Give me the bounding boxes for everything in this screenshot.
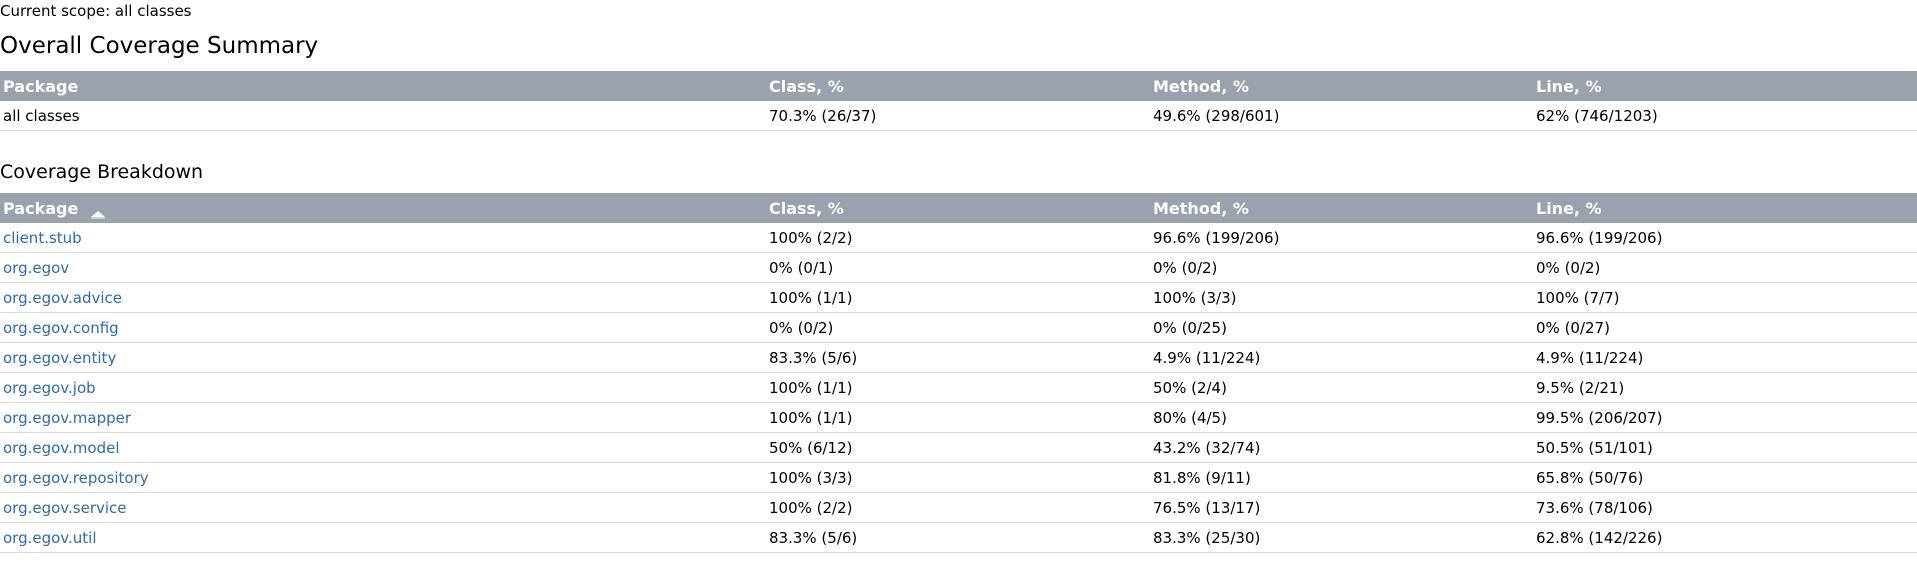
line-coverage-cell: 73.6% (78/106)	[1533, 492, 1917, 523]
table-row: org.egov.entity 83.3% (5/6) 4.9% (11/224…	[0, 342, 1917, 373]
breakdown-header-package[interactable]: Package	[0, 193, 766, 223]
breakdown-header-line[interactable]: Line, %	[1533, 193, 1917, 223]
coverage-breakdown-table: Package Class, % Method, % Line, % clien…	[0, 193, 1917, 553]
method-coverage-cell: 43.2% (32/74)	[1150, 432, 1533, 463]
table-row: org.egov.job 100% (1/1) 50% (2/4) 9.5% (…	[0, 372, 1917, 403]
table-row: org.egov.model 50% (6/12) 43.2% (32/74) …	[0, 432, 1917, 463]
summary-package-cell: all classes	[0, 101, 766, 131]
method-coverage-cell: 0% (0/25)	[1150, 312, 1533, 343]
line-coverage-cell: 4.9% (11/224)	[1533, 342, 1917, 373]
line-coverage-cell: 0% (0/2)	[1533, 252, 1917, 283]
table-row: org.egov.advice 100% (1/1) 100% (3/3) 10…	[0, 282, 1917, 313]
overall-summary-title: Overall Coverage Summary	[0, 33, 319, 59]
method-coverage-cell: 80% (4/5)	[1150, 402, 1533, 433]
package-link[interactable]: org.egov.entity	[3, 348, 117, 367]
breakdown-header-method[interactable]: Method, %	[1150, 193, 1533, 223]
table-row: client.stub 100% (2/2) 96.6% (199/206) 9…	[0, 223, 1917, 253]
breakdown-header-row: Package Class, % Method, % Line, %	[0, 193, 1917, 223]
method-coverage-cell: 83.3% (25/30)	[1150, 522, 1533, 553]
summary-header-method: Method, %	[1150, 71, 1533, 101]
current-scope-label: Current scope: all classes	[0, 2, 192, 20]
summary-row: all classes 70.3% (26/37) 49.6% (298/601…	[0, 101, 1917, 131]
package-link[interactable]: org.egov.service	[3, 498, 127, 517]
summary-line-cell: 62% (746/1203)	[1533, 101, 1917, 131]
coverage-breakdown-title: Coverage Breakdown	[0, 161, 204, 183]
line-coverage-cell: 99.5% (206/207)	[1533, 402, 1917, 433]
overall-summary-table: Package Class, % Method, % Line, % all c…	[0, 71, 1917, 131]
class-coverage-cell: 100% (1/1)	[766, 402, 1150, 433]
line-coverage-cell: 0% (0/27)	[1533, 312, 1917, 343]
package-link[interactable]: org.egov	[3, 258, 70, 277]
summary-method-cell: 49.6% (298/601)	[1150, 101, 1533, 131]
package-link[interactable]: client.stub	[3, 228, 82, 247]
class-coverage-cell: 83.3% (5/6)	[766, 522, 1150, 553]
summary-header-line: Line, %	[1533, 71, 1917, 101]
table-row: org.egov.repository 100% (3/3) 81.8% (9/…	[0, 462, 1917, 493]
line-coverage-cell: 96.6% (199/206)	[1533, 223, 1917, 253]
summary-class-cell: 70.3% (26/37)	[766, 101, 1150, 131]
line-coverage-cell: 62.8% (142/226)	[1533, 522, 1917, 553]
summary-header-row: Package Class, % Method, % Line, %	[0, 71, 1917, 101]
package-link[interactable]: org.egov.advice	[3, 288, 123, 307]
method-coverage-cell: 96.6% (199/206)	[1150, 223, 1533, 253]
method-coverage-cell: 0% (0/2)	[1150, 252, 1533, 283]
method-coverage-cell: 100% (3/3)	[1150, 282, 1533, 313]
line-coverage-cell: 65.8% (50/76)	[1533, 462, 1917, 493]
summary-header-package: Package	[0, 71, 766, 101]
package-link[interactable]: org.egov.mapper	[3, 408, 132, 427]
method-coverage-cell: 4.9% (11/224)	[1150, 342, 1533, 373]
package-link[interactable]: org.egov.repository	[3, 468, 149, 487]
class-coverage-cell: 100% (2/2)	[766, 492, 1150, 523]
package-link[interactable]: org.egov.config	[3, 318, 119, 337]
class-coverage-cell: 100% (1/1)	[766, 282, 1150, 313]
line-coverage-cell: 100% (7/7)	[1533, 282, 1917, 313]
package-link[interactable]: org.egov.util	[3, 528, 97, 547]
summary-header-class: Class, %	[766, 71, 1150, 101]
class-coverage-cell: 100% (1/1)	[766, 372, 1150, 403]
class-coverage-cell: 100% (3/3)	[766, 462, 1150, 493]
line-coverage-cell: 9.5% (2/21)	[1533, 372, 1917, 403]
package-link[interactable]: org.egov.model	[3, 438, 120, 457]
table-row: org.egov.config 0% (0/2) 0% (0/25) 0% (0…	[0, 312, 1917, 343]
class-coverage-cell: 100% (2/2)	[766, 223, 1150, 253]
breakdown-header-class[interactable]: Class, %	[766, 193, 1150, 223]
sort-ascending-icon[interactable]	[90, 204, 106, 219]
method-coverage-cell: 76.5% (13/17)	[1150, 492, 1533, 523]
class-coverage-cell: 0% (0/1)	[766, 252, 1150, 283]
method-coverage-cell: 81.8% (9/11)	[1150, 462, 1533, 493]
class-coverage-cell: 83.3% (5/6)	[766, 342, 1150, 373]
method-coverage-cell: 50% (2/4)	[1150, 372, 1533, 403]
table-row: org.egov 0% (0/1) 0% (0/2) 0% (0/2)	[0, 252, 1917, 283]
class-coverage-cell: 0% (0/2)	[766, 312, 1150, 343]
class-coverage-cell: 50% (6/12)	[766, 432, 1150, 463]
breakdown-header-package-label[interactable]: Package	[3, 198, 79, 218]
table-row: org.egov.mapper 100% (1/1) 80% (4/5) 99.…	[0, 402, 1917, 433]
package-link[interactable]: org.egov.job	[3, 378, 96, 397]
table-row: org.egov.util 83.3% (5/6) 83.3% (25/30) …	[0, 522, 1917, 553]
table-row: org.egov.service 100% (2/2) 76.5% (13/17…	[0, 492, 1917, 523]
line-coverage-cell: 50.5% (51/101)	[1533, 432, 1917, 463]
